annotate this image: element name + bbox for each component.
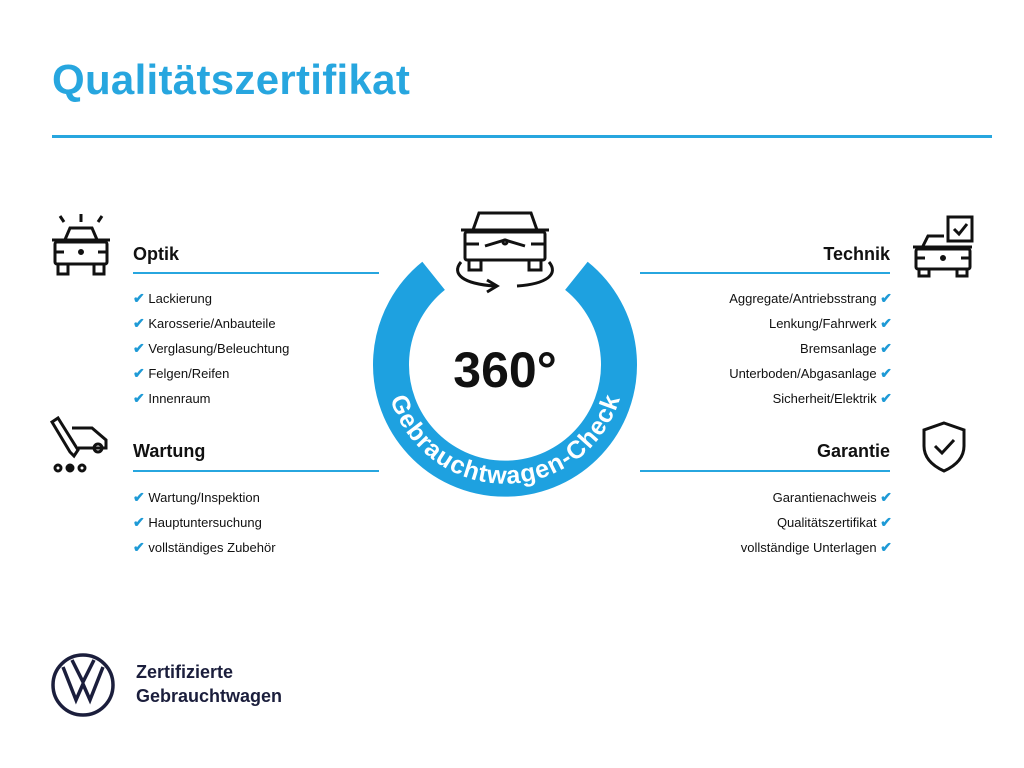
section-title-garantie: Garantie <box>816 441 890 461</box>
list-item: ✔ Karosserie/Anbauteile <box>133 311 289 336</box>
footer-line-1: Zertifizierte <box>136 662 234 682</box>
section-divider <box>640 272 890 274</box>
technik-list: Aggregate/Antriebsstrang ✔ Lenkung/Fahrw… <box>590 286 892 411</box>
section-divider <box>133 272 379 274</box>
page-title: Qualitätszertifikat <box>52 56 411 103</box>
ring-text: Gebrauchtwagen-Check <box>384 391 625 490</box>
check-icon: ✔ <box>880 489 892 505</box>
car-rotate-icon <box>456 211 554 294</box>
list-item: ✔ Innenraum <box>133 386 289 411</box>
item-text: Qualitätszertifikat <box>776 515 877 530</box>
item-text: Lenkung/Fahrwerk <box>768 316 877 331</box>
item-text: vollständige Unterlagen <box>740 540 877 555</box>
check-icon: ✔ <box>133 315 145 331</box>
check-icon: ✔ <box>133 290 145 306</box>
ring-arc <box>373 261 637 497</box>
list-item: ✔ Lackierung <box>133 286 289 311</box>
list-item: Unterboden/Abgasanlage ✔ <box>590 361 892 386</box>
item-text: Aggregate/Antriebsstrang <box>729 291 877 306</box>
list-item: Bremsanlage ✔ <box>590 336 892 361</box>
list-item: Garantienachweis ✔ <box>590 485 892 510</box>
check-icon: ✔ <box>880 315 892 331</box>
section-divider <box>133 470 379 472</box>
section-title-technik: Technik <box>823 244 890 264</box>
vw-logo <box>51 653 115 717</box>
item-text: Garantienachweis <box>772 490 877 505</box>
check-icon: ✔ <box>880 539 892 555</box>
title-divider <box>52 135 992 138</box>
list-item: vollständige Unterlagen ✔ <box>590 535 892 560</box>
list-item: ✔ Hauptuntersuchung <box>133 510 276 535</box>
section-divider <box>640 470 890 472</box>
item-text: Sicherheit/Elektrik <box>772 391 877 406</box>
item-text: Verglasung/Beleuchtung <box>148 341 290 356</box>
check-icon: ✔ <box>133 390 145 406</box>
garantie-list: Garantienachweis ✔ Qualitätszertifikat ✔… <box>590 485 892 560</box>
degree-label: 360° <box>453 342 556 398</box>
list-item: ✔ Felgen/Reifen <box>133 361 289 386</box>
footer-brand-text: Zertifizierte Gebrauchtwagen <box>136 660 282 708</box>
list-item: ✔ Wartung/Inspektion <box>133 485 276 510</box>
check-icon: ✔ <box>133 489 145 505</box>
item-text: Unterboden/Abgasanlage <box>729 366 877 381</box>
list-item: Qualitätszertifikat ✔ <box>590 510 892 535</box>
item-text: Wartung/Inspektion <box>148 490 260 505</box>
check-icon: ✔ <box>133 340 145 356</box>
item-text: Karosserie/Anbauteile <box>148 316 276 331</box>
service-truck-icon <box>49 416 108 473</box>
footer-line-2: Gebrauchtwagen <box>136 686 283 706</box>
optik-list: ✔ Lackierung ✔ Karosserie/Anbauteile ✔ V… <box>133 286 289 411</box>
list-item: ✔ vollständiges Zubehör <box>133 535 276 560</box>
section-title-wartung: Wartung <box>133 441 206 461</box>
shield-check-icon <box>922 421 966 473</box>
wartung-list: ✔ Wartung/Inspektion ✔ Hauptuntersuchung… <box>133 485 276 560</box>
item-text: vollständiges Zubehör <box>148 540 276 555</box>
check-icon: ✔ <box>880 390 892 406</box>
check-icon: ✔ <box>133 539 145 555</box>
item-text: Hauptuntersuchung <box>148 515 262 530</box>
check-icon: ✔ <box>880 514 892 530</box>
check-icon: ✔ <box>880 340 892 356</box>
item-text: Innenraum <box>148 391 211 406</box>
list-item: Lenkung/Fahrwerk ✔ <box>590 311 892 336</box>
list-item: ✔ Verglasung/Beleuchtung <box>133 336 289 361</box>
item-text: Lackierung <box>148 291 212 306</box>
check-icon: ✔ <box>133 365 145 381</box>
check-icon: ✔ <box>133 514 145 530</box>
item-text: Felgen/Reifen <box>148 366 230 381</box>
section-title-optik: Optik <box>133 244 180 264</box>
list-item: Sicherheit/Elektrik ✔ <box>590 386 892 411</box>
list-item: Aggregate/Antriebsstrang ✔ <box>590 286 892 311</box>
check-icon: ✔ <box>880 290 892 306</box>
check-icon: ✔ <box>880 365 892 381</box>
car-lights-icon <box>52 214 110 276</box>
check-360-badge: Gebrauchtwagen-Check 360° <box>373 211 637 497</box>
car-checkbox-icon <box>913 215 974 278</box>
item-text: Bremsanlage <box>800 341 877 356</box>
